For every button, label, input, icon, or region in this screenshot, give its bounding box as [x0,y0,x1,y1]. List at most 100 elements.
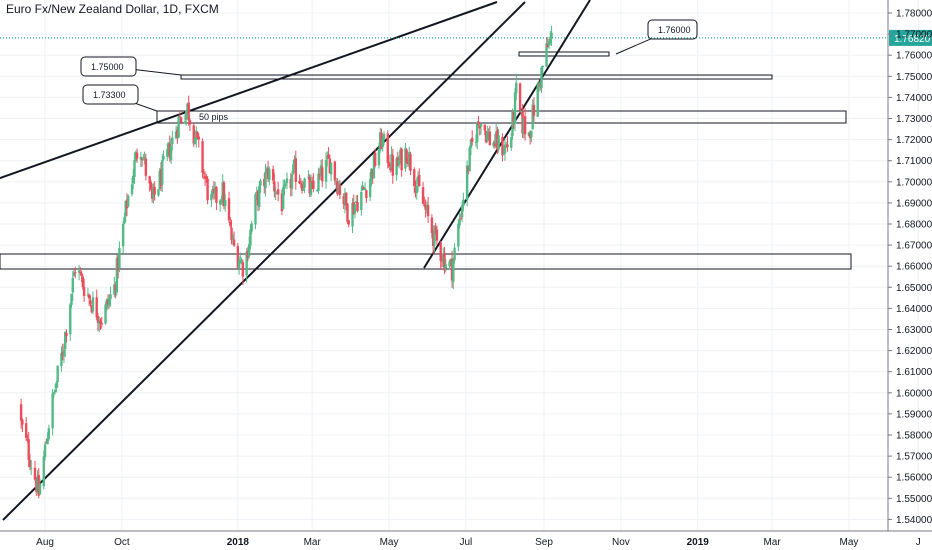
y-tick-label: 1.63000 [896,325,932,336]
candle-body [231,237,234,239]
trendline-upper [0,1,498,179]
candle-body [471,137,474,143]
candle-body [462,199,465,206]
y-tick-label: 1.54000 [896,515,932,526]
x-tick-label: 2019 [687,537,710,548]
candle-body [386,133,389,163]
resistance-zone-box [156,110,847,124]
candle-body [424,205,427,210]
candle-body [144,158,148,176]
x-tick-label: May [839,537,858,548]
candle-body [319,165,323,176]
candle-body [413,169,416,187]
candle-body [310,181,314,183]
candle-body [176,130,179,137]
candle-body [487,132,490,134]
x-tick-label: Sep [535,537,553,548]
candle-body [353,204,357,214]
candle-body [372,154,376,179]
candle-body [153,187,156,195]
candle-body [550,32,553,39]
candle-body [19,404,23,421]
candle-body [149,181,153,190]
candle-body [503,144,507,154]
candle-body [351,202,354,227]
candle-body [448,261,451,267]
candle-body [365,190,368,199]
candle-body [479,124,483,127]
candle-body [38,484,42,495]
candle-body [142,158,145,160]
x-tick-label: Mar [763,537,781,548]
candle-body [245,251,248,275]
candle-body [166,149,169,157]
candle-body [229,221,232,226]
candle-body [124,200,127,217]
callout-box [82,84,139,105]
y-tick-label: 1.71000 [896,156,932,167]
candle-body [266,168,270,179]
y-tick-label: 1.76000 [896,51,932,62]
candle-body [134,151,137,161]
candle-body [389,168,392,170]
candle-body [293,159,296,164]
candle-body [192,125,195,144]
candle-body [132,175,135,184]
candle-body [391,155,395,176]
candle-body [547,41,551,46]
candle-body [460,206,464,218]
candle-body [162,156,165,160]
candle-body [329,163,333,175]
callout-1733: 1.73300 [82,84,158,112]
candle-body [81,276,85,288]
candle-body [210,194,213,201]
candle-body [352,202,355,214]
candle-body [467,166,470,172]
candle-body [518,83,522,111]
candle-body [215,187,218,203]
y-tick-label: 1.60000 [896,388,932,399]
callout-176: 1.76000 [615,19,698,55]
callout-box [647,19,698,40]
candle-body [256,190,260,206]
y-tick-label: 1.67000 [896,241,932,252]
candle-body [492,142,495,147]
candle-body [545,43,548,67]
candle-body [536,84,539,117]
callout-label: 1.75000 [91,62,124,72]
candle-body [211,189,214,195]
candle-body [334,181,338,183]
candle-body [70,293,73,306]
candle-body [203,175,207,179]
candle-body [264,171,267,189]
candle-body [549,38,552,44]
candle-body [91,297,95,312]
candle-body [152,187,155,198]
candle-body [494,131,498,145]
candle-body [434,227,437,229]
candle-body [478,125,481,129]
y-tick-label: 1.68000 [896,220,932,231]
y-tick-label: 1.77000 [896,30,932,41]
candle-body [356,202,359,212]
candle-body [105,299,108,307]
candle-body [300,184,304,191]
candle-body [318,174,321,176]
candle-body [282,187,285,210]
y-tick-label: 1.58000 [896,431,932,442]
y-tick-label: 1.64000 [896,304,932,315]
candle-body [290,174,294,189]
candle-body [148,176,151,184]
candle-body [52,392,56,394]
candle-body [186,103,189,111]
pips-label: 50 pips [199,112,229,122]
candle-body [426,205,430,217]
candle-body [421,187,425,204]
candle-body [497,135,500,150]
y-tick-label: 1.74000 [896,93,932,104]
candle-body [280,193,284,212]
candle-body [61,351,64,357]
current-price-line: 1.76820 [0,29,932,46]
candle-body [135,152,139,159]
